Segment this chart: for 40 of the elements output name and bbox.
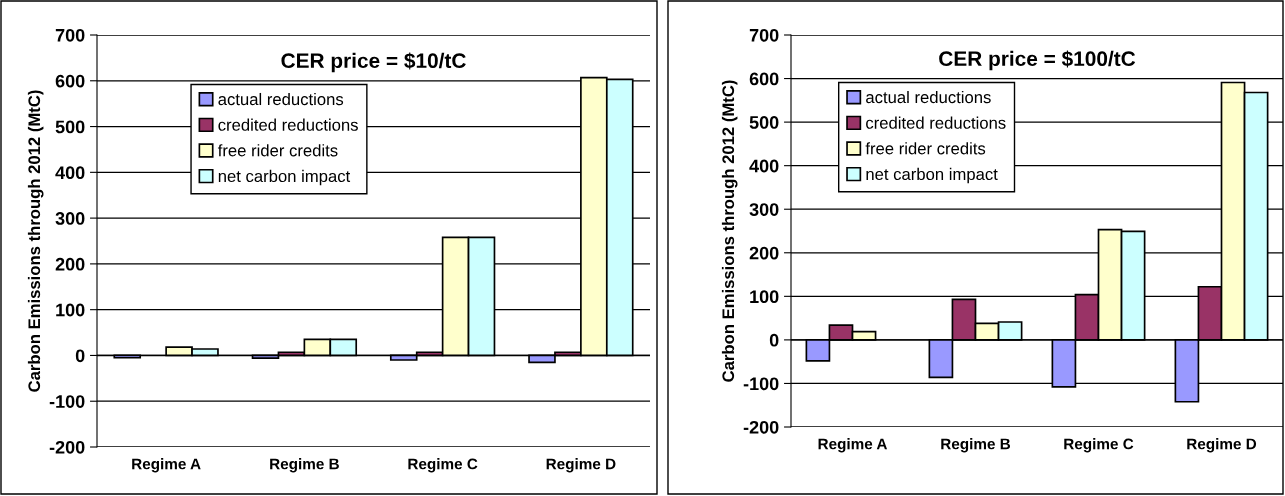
y-tick-label: 700 — [55, 28, 85, 42]
y-tick-label: 400 — [749, 159, 779, 173]
y-tick-label: 200 — [55, 257, 85, 271]
legend-label: credited reductions — [866, 116, 1006, 129]
y-tick-label: 700 — [749, 28, 779, 42]
x-tick-label: Regime D — [546, 458, 616, 473]
y-tick-label: -100 — [49, 395, 85, 408]
x-tick-label: Regime A — [132, 458, 201, 473]
y-tick-label: 0 — [769, 333, 779, 347]
legend-label: net carbon impact — [218, 169, 351, 186]
legend-label: net carbon impact — [866, 167, 998, 184]
y-tick-label: 200 — [749, 246, 779, 260]
y-tick-label: -200 — [49, 440, 85, 454]
legend-label: free rider credits — [865, 142, 986, 155]
x-tick-label: Regime B — [270, 458, 339, 473]
y-tick-label: 100 — [56, 303, 85, 317]
legend-label: free rider credits — [217, 144, 338, 157]
legend-label: credited reductions — [218, 118, 358, 131]
y-axis-title: Carbon Emissions through 2012 (MtC) — [27, 90, 44, 392]
y-tick-label: -200 — [743, 420, 779, 434]
text: CER price = $100/tC — [939, 50, 1136, 71]
y-tick-label: 100 — [750, 290, 779, 304]
y-tick-label: 500 — [55, 120, 85, 134]
x-tick-label: Regime C — [408, 458, 478, 473]
y-tick-label: 300 — [55, 212, 85, 225]
y-tick-label: 500 — [749, 116, 779, 129]
x-tick-label: Regime C — [1064, 438, 1134, 453]
y-tick-label: -100 — [743, 377, 779, 391]
x-tick-label: Regime D — [1187, 438, 1257, 453]
y-tick-label: 600 — [55, 74, 85, 88]
legend-label: actual reductions — [866, 90, 991, 104]
x-tick-label: Regime A — [818, 438, 888, 453]
x-tick-label: Regime B — [941, 438, 1011, 453]
y-tick-label: 0 — [75, 349, 85, 363]
y-tick-label: 400 — [55, 166, 85, 180]
y-tick-label: 300 — [749, 203, 779, 216]
y-axis-title: Carbon Emissions through 2012 (MtC) — [721, 80, 738, 382]
text: CER price = $10/tC — [281, 52, 466, 73]
y-tick-label: 600 — [749, 72, 779, 86]
legend-label: actual reductions — [218, 92, 344, 106]
